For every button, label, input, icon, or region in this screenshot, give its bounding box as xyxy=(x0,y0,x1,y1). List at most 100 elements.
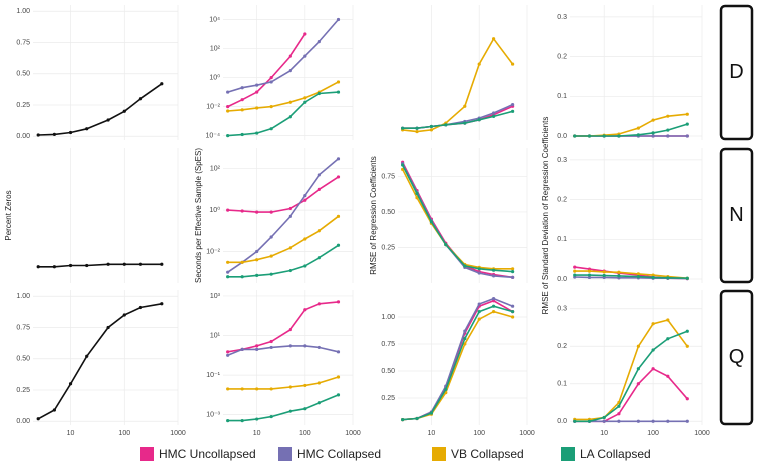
point xyxy=(491,37,496,41)
point xyxy=(477,302,481,306)
point xyxy=(317,229,321,233)
point xyxy=(288,385,292,389)
y-tick-label: 0.3 xyxy=(557,157,567,164)
y-tick-label: 10⁻² xyxy=(206,103,220,110)
point xyxy=(463,104,467,108)
point xyxy=(288,206,292,211)
point xyxy=(587,269,592,273)
point xyxy=(666,276,670,280)
y-tick-label: 0.25 xyxy=(381,395,395,402)
point xyxy=(36,133,40,137)
y-tick-label: 10⁻² xyxy=(206,248,220,255)
point xyxy=(463,121,467,125)
point xyxy=(617,134,621,138)
point xyxy=(651,118,655,122)
y-tick-label: 10⁻³ xyxy=(206,411,220,418)
x-tick-label: 10 xyxy=(428,430,436,437)
y-tick-label: 10² xyxy=(210,45,221,52)
point xyxy=(255,347,259,351)
legend-key xyxy=(140,447,154,461)
y-tick-label: 10² xyxy=(210,166,221,173)
point xyxy=(303,237,307,241)
point xyxy=(336,90,341,94)
point xyxy=(317,345,321,350)
point xyxy=(226,270,230,274)
y-tick-label: 0.00 xyxy=(16,418,30,425)
series-line xyxy=(38,83,163,136)
point xyxy=(226,109,230,113)
point xyxy=(269,127,273,131)
point xyxy=(401,167,405,171)
point xyxy=(491,274,496,278)
y-tick-label: 0.50 xyxy=(381,209,395,216)
point xyxy=(587,419,592,423)
point xyxy=(226,90,230,94)
point xyxy=(269,272,273,276)
point xyxy=(303,54,307,58)
point xyxy=(288,100,292,104)
point xyxy=(511,304,515,308)
point xyxy=(666,419,670,423)
point xyxy=(269,235,273,239)
point xyxy=(288,246,292,250)
point xyxy=(303,194,307,198)
point xyxy=(226,350,230,354)
y-tick-label: 0.50 xyxy=(381,368,395,375)
y-tick-label: 0.25 xyxy=(16,387,30,394)
point xyxy=(573,134,577,138)
y-tick-label: 10⁻¹ xyxy=(206,372,220,379)
point xyxy=(255,273,259,277)
point xyxy=(269,80,273,84)
y-tick-label: 0.0 xyxy=(557,133,567,140)
point xyxy=(226,275,230,279)
point xyxy=(491,304,496,308)
legend-key xyxy=(432,447,446,461)
point xyxy=(617,419,621,423)
point xyxy=(303,96,307,100)
x-tick-label: 1000 xyxy=(519,430,535,437)
point xyxy=(240,86,244,90)
point xyxy=(491,111,496,115)
point xyxy=(317,256,321,260)
point xyxy=(401,418,405,422)
point xyxy=(106,325,110,330)
point xyxy=(138,262,143,266)
point xyxy=(685,276,689,280)
point xyxy=(587,273,592,277)
point xyxy=(685,419,689,423)
point xyxy=(160,262,164,266)
point xyxy=(317,302,321,306)
series-line xyxy=(402,37,514,133)
facet-strip xyxy=(719,147,754,284)
point xyxy=(685,122,689,126)
point xyxy=(636,272,640,276)
series-line xyxy=(227,244,339,278)
point xyxy=(666,318,670,322)
point xyxy=(636,382,640,386)
point xyxy=(666,374,670,378)
point xyxy=(444,387,448,391)
point xyxy=(511,275,515,279)
point xyxy=(317,40,321,44)
series-line xyxy=(227,33,306,108)
legend-label: HMC Collapsed xyxy=(297,447,381,461)
point xyxy=(336,175,341,179)
point xyxy=(587,275,592,280)
y-tick-label: 0.1 xyxy=(557,381,567,388)
series-line xyxy=(574,113,688,137)
point xyxy=(255,249,259,254)
y-tick-label: 1.00 xyxy=(16,293,30,300)
x-tick-label: 1000 xyxy=(170,430,186,437)
y-tick-label: 10⁻⁴ xyxy=(206,132,221,139)
point xyxy=(160,302,164,306)
series-line xyxy=(574,319,688,421)
point xyxy=(511,270,515,274)
point xyxy=(336,214,341,218)
point xyxy=(85,127,89,131)
point xyxy=(511,267,515,271)
legend-label: HMC Uncollapsed xyxy=(159,447,256,461)
point xyxy=(255,344,259,348)
series-line xyxy=(227,301,339,353)
y-tick-label: 0.2 xyxy=(557,53,567,60)
